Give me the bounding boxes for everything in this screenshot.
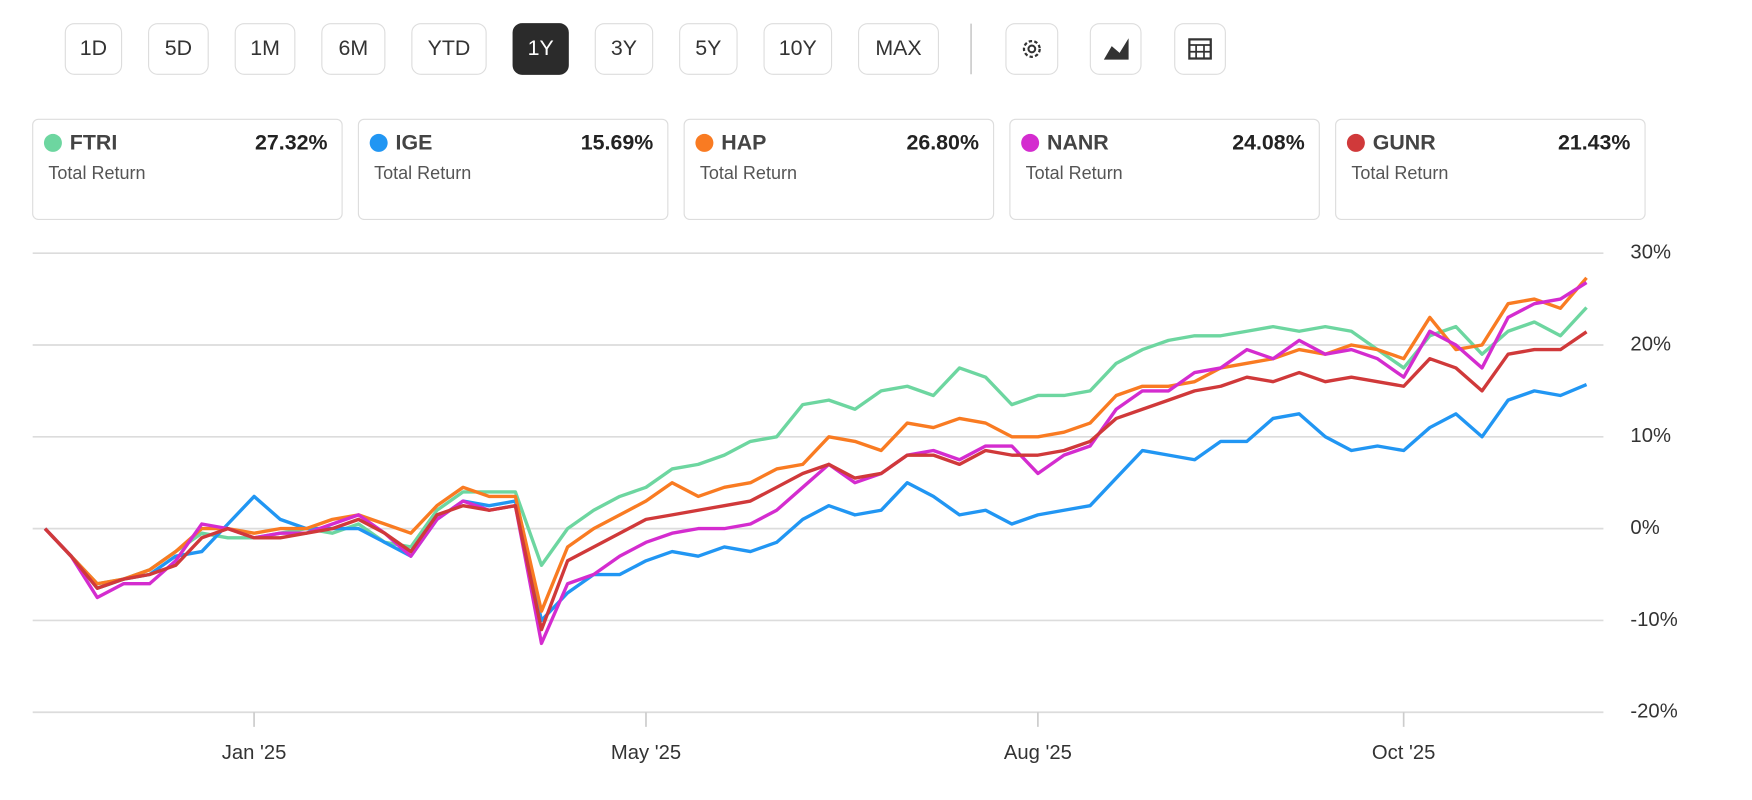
- range-button[interactable]: 5Y: [679, 23, 738, 75]
- x-tick-label: Jan '25: [222, 742, 287, 764]
- legend-entry: NANR: [1047, 131, 1109, 155]
- total-return-value: 27.32%: [255, 131, 327, 155]
- y-tick-label: 0%: [1630, 517, 1659, 539]
- button-frame: [411, 23, 487, 75]
- series-line: [43, 281, 1588, 646]
- total-return-label: Total Return: [700, 163, 797, 183]
- total-return-value: 24.08%: [1232, 131, 1304, 155]
- y-tick-label: 30%: [1630, 242, 1671, 264]
- button-frame: [679, 23, 738, 75]
- series-card[interactable]: HAP 26.80% Total Return: [683, 118, 995, 220]
- button-frame: [512, 23, 569, 75]
- table-button[interactable]: [1174, 23, 1226, 75]
- range-label: 5Y: [695, 36, 721, 60]
- table-icon: [1188, 38, 1212, 60]
- total-return-label: Total Return: [1351, 163, 1448, 183]
- series-card[interactable]: NANR 24.08% Total Return: [1009, 118, 1320, 220]
- series-card[interactable]: IGE 15.69% Total Return: [357, 118, 669, 220]
- button-frame: [1174, 23, 1226, 75]
- series-line: [43, 306, 1588, 586]
- range-label: 1Y: [528, 36, 554, 60]
- card-frame: [357, 118, 669, 220]
- legend-entry: GUNR: [1373, 131, 1436, 155]
- button-frame: [594, 23, 654, 75]
- range-button[interactable]: 3Y: [594, 23, 654, 75]
- button-frame: [64, 23, 123, 75]
- range-button[interactable]: 1Y: [512, 23, 569, 75]
- range-label: 5D: [165, 36, 192, 60]
- total-return-label: Total Return: [48, 163, 145, 183]
- button-frame: [234, 23, 296, 75]
- button-frame: [763, 23, 833, 75]
- range-label: MAX: [875, 36, 921, 60]
- legend-dot: [695, 133, 714, 152]
- range-button[interactable]: 10Y: [763, 23, 833, 75]
- area-icon: [1103, 38, 1129, 60]
- legend-entry: IGE: [396, 131, 433, 155]
- button-frame: [1005, 23, 1059, 75]
- series-line: [43, 383, 1588, 623]
- range-button[interactable]: MAX: [857, 23, 940, 75]
- series-line: [43, 330, 1588, 632]
- y-tick-label: -10%: [1630, 609, 1677, 631]
- card-frame: [683, 118, 995, 220]
- y-tick-label: -20%: [1630, 701, 1677, 723]
- legend-entry: FTRI: [70, 131, 117, 155]
- range-label: 10Y: [779, 36, 817, 60]
- total-return-value: 15.69%: [581, 131, 653, 155]
- range-button[interactable]: 6M: [321, 23, 386, 75]
- total-return-label: Total Return: [1026, 163, 1123, 183]
- button-frame: [321, 23, 386, 75]
- legend-dot: [43, 133, 62, 152]
- y-tick-label: 10%: [1630, 425, 1671, 447]
- button-frame: [857, 23, 940, 75]
- settings-button[interactable]: [1005, 23, 1059, 75]
- range-button[interactable]: 1M: [234, 23, 296, 75]
- range-label: 1D: [80, 36, 107, 60]
- total-return-value: 21.43%: [1558, 131, 1630, 155]
- card-frame: [1335, 118, 1646, 220]
- range-button[interactable]: 5D: [148, 23, 209, 75]
- range-button[interactable]: YTD: [411, 23, 487, 75]
- range-label: YTD: [428, 36, 471, 60]
- gear-icon: [1022, 39, 1041, 58]
- x-tick-label: Oct '25: [1372, 742, 1436, 764]
- range-button[interactable]: 1D: [64, 23, 123, 75]
- series-line: [43, 276, 1588, 613]
- x-tick-label: Aug '25: [1004, 742, 1072, 764]
- table-icon-lines: [1189, 44, 1211, 59]
- button-frame: [148, 23, 209, 75]
- x-tick-label: May '25: [611, 742, 681, 764]
- legend-dot: [1346, 133, 1365, 152]
- series-card[interactable]: FTRI 27.32% Total Return: [32, 118, 343, 220]
- range-label: 1M: [250, 36, 280, 60]
- button-frame: [1089, 23, 1142, 75]
- chart-type-button[interactable]: [1089, 23, 1142, 75]
- legend-dot: [369, 133, 388, 152]
- card-frame: [1009, 118, 1320, 220]
- legend-dot: [1021, 133, 1040, 152]
- range-label: 6M: [339, 36, 369, 60]
- total-return-value: 26.80%: [907, 131, 979, 155]
- legend-entry: HAP: [721, 131, 766, 155]
- card-frame: [32, 118, 343, 220]
- gear-icon-center: [1027, 44, 1037, 54]
- range-label: 3Y: [611, 36, 637, 60]
- total-return-label: Total Return: [374, 163, 471, 183]
- y-tick-label: 20%: [1630, 333, 1671, 355]
- series-card[interactable]: GUNR 21.43% Total Return: [1335, 118, 1646, 220]
